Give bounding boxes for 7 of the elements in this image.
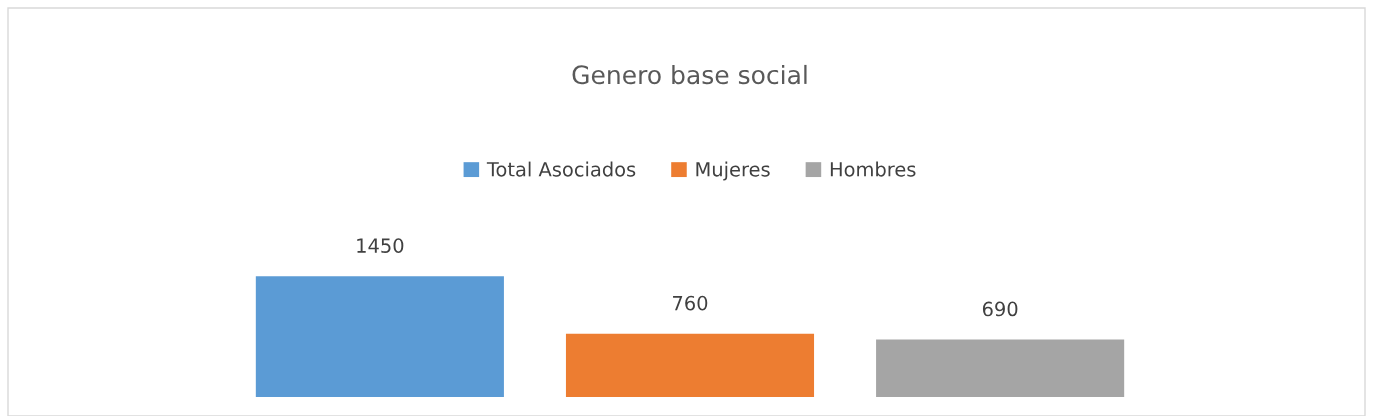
chart-title: Genero base social [572,64,807,85]
data-label: 760 [673,295,708,311]
legend-label: Hombres [830,161,916,177]
data-label: 690 [982,301,1018,317]
legend-label: Total Asociados [486,161,636,177]
legend-label: Mujeres [696,161,770,181]
data-label: 1450 [357,238,404,253]
